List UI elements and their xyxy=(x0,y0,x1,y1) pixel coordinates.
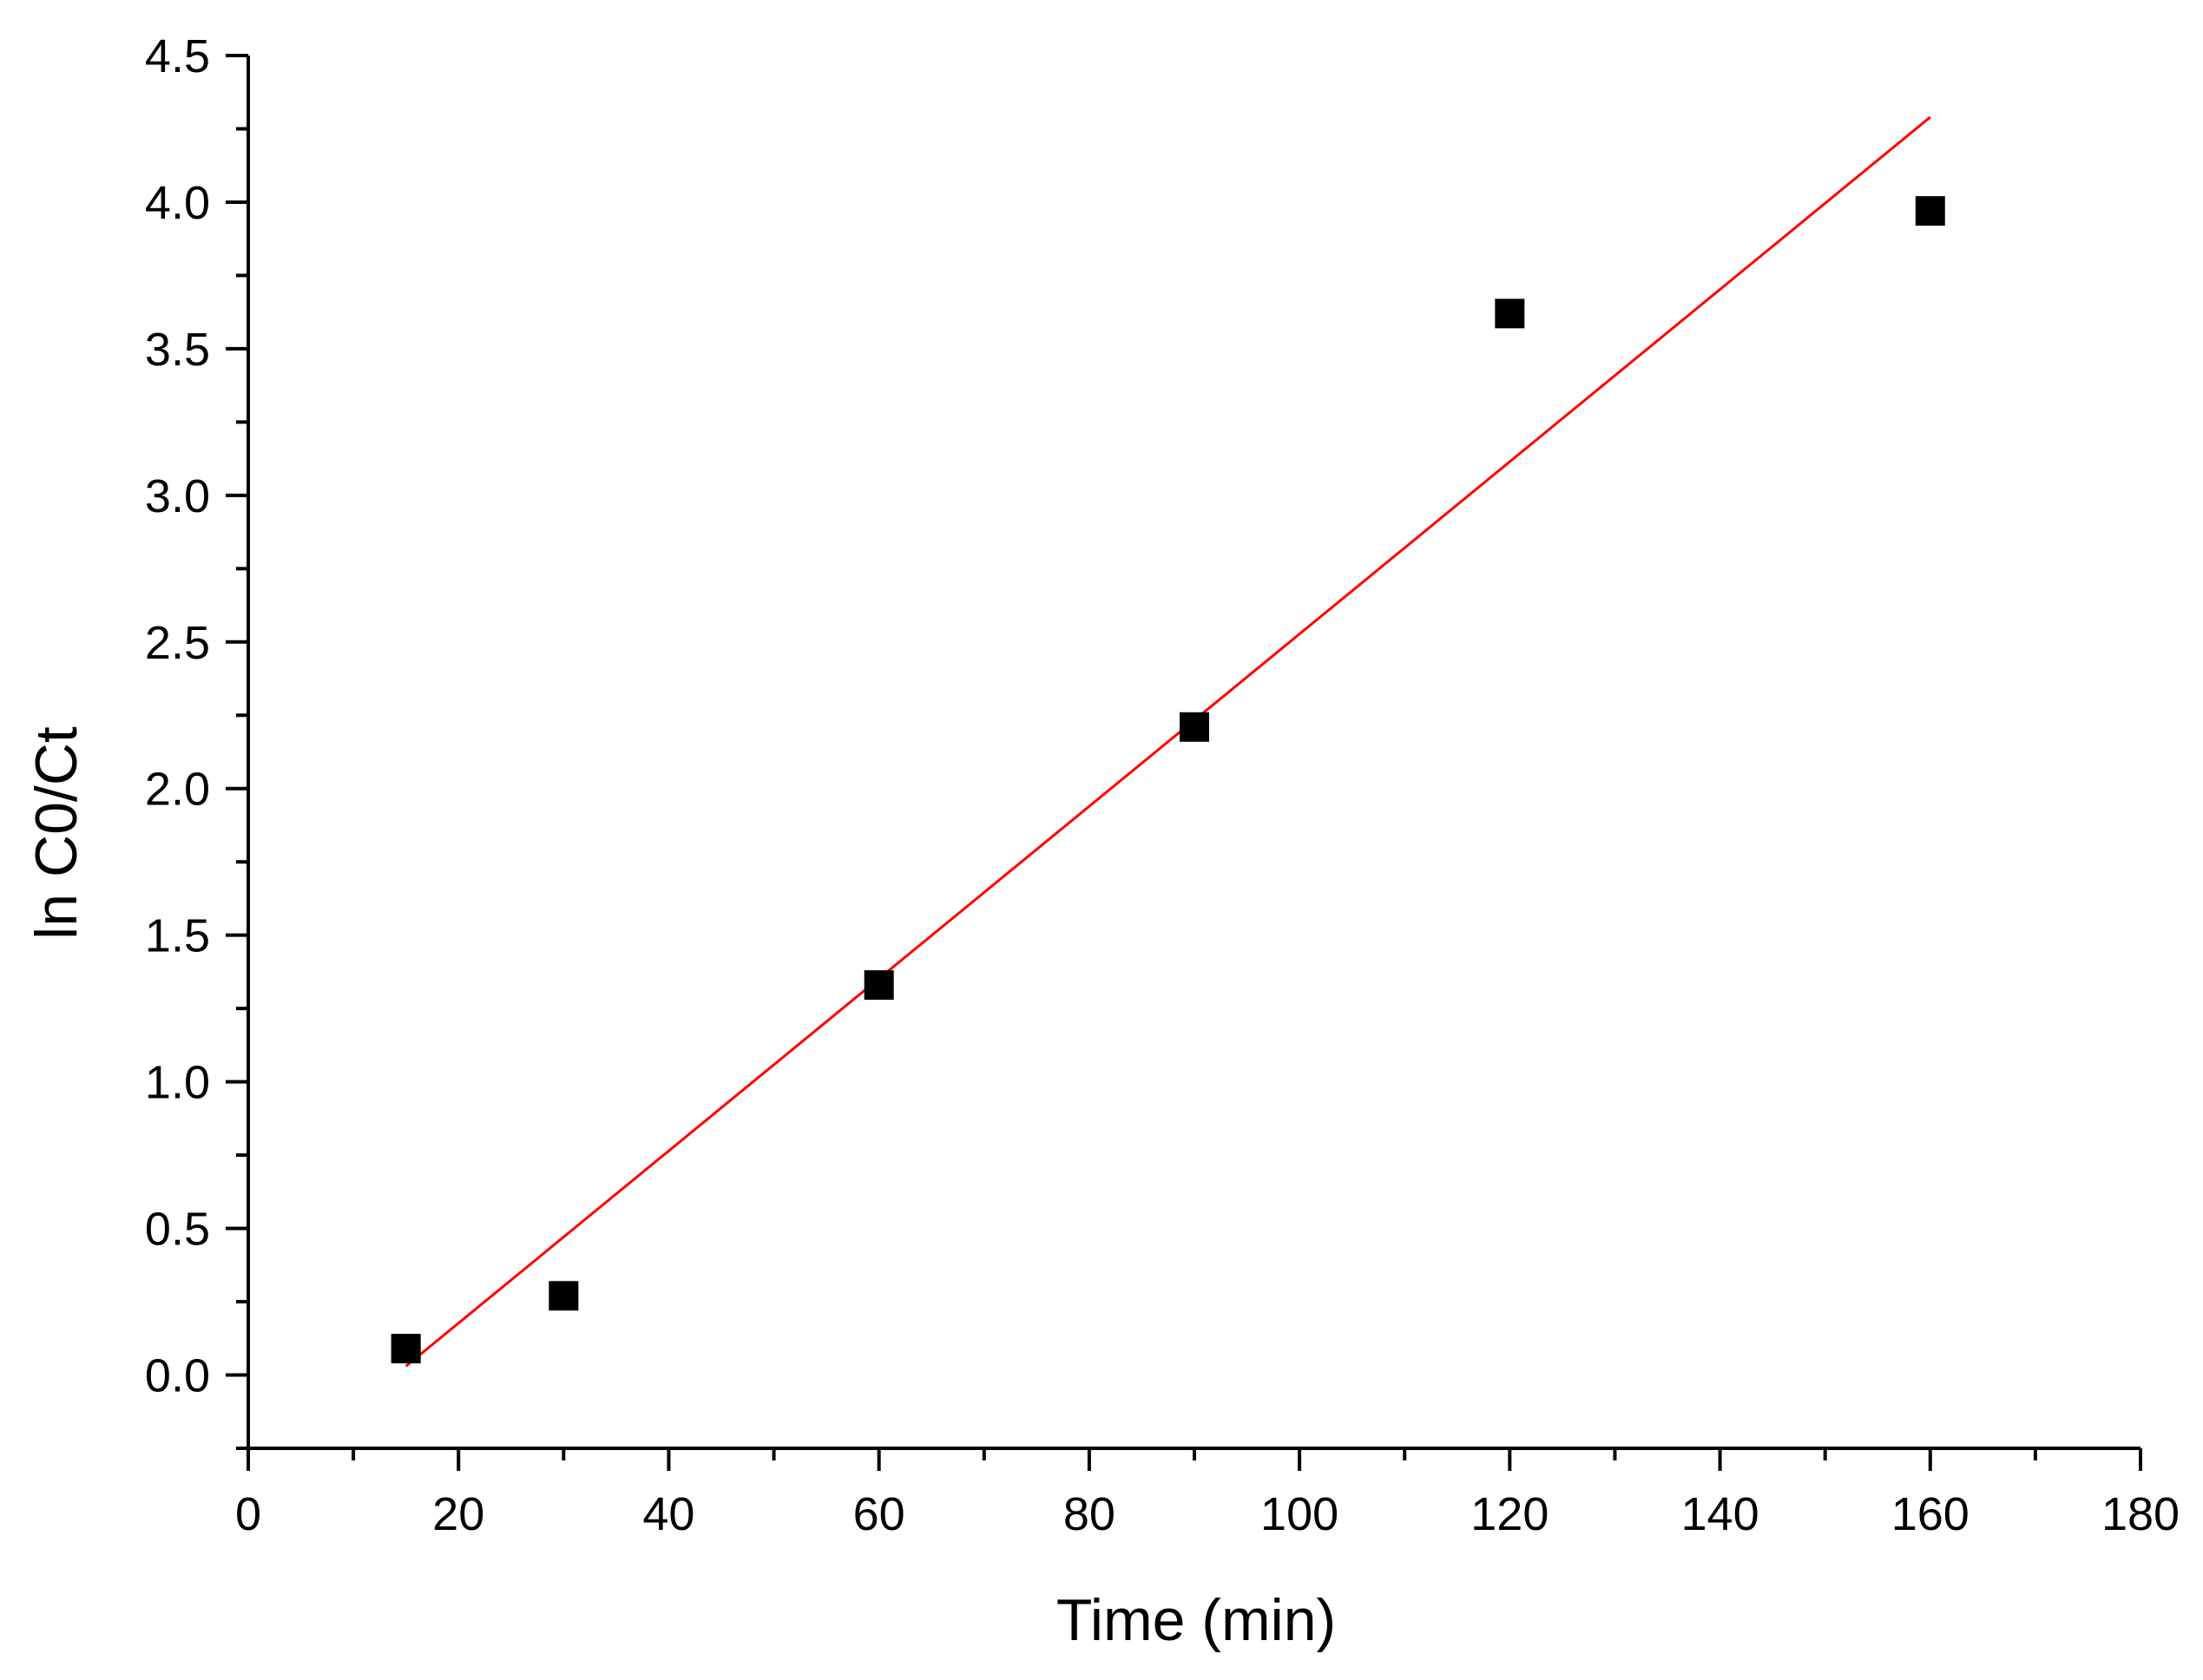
data-point-marker xyxy=(1915,196,1945,226)
y-tick-label: 2.0 xyxy=(145,764,210,816)
x-tick-label: 0 xyxy=(235,1488,261,1540)
x-tick-label: 180 xyxy=(2101,1488,2180,1540)
y-tick-label: 4.5 xyxy=(145,30,210,82)
x-axis-title: Time (min) xyxy=(1056,1587,1336,1653)
y-tick-label: 3.5 xyxy=(145,324,210,376)
y-tick-label: 4.0 xyxy=(145,177,210,229)
tick-labels: 0 20 40 60 80 100 120 140 160 180 0.0 0.5 1.0 1.5 2.0 2… xyxy=(145,30,2180,1540)
data-point-marker xyxy=(1180,712,1209,742)
y-tick-label: 3.0 xyxy=(145,470,210,522)
x-tick-label: 60 xyxy=(853,1488,905,1540)
y-tick-label: 2.5 xyxy=(145,617,210,669)
data-point-marker xyxy=(391,1334,421,1364)
x-tick-label: 160 xyxy=(1891,1488,1970,1540)
data-point-marker xyxy=(549,1281,579,1311)
y-axis-title: ln C0/Ct xyxy=(23,726,89,940)
x-tick-label: 140 xyxy=(1681,1488,1759,1540)
x-tick-label: 120 xyxy=(1470,1488,1549,1540)
y-tick-label: 1.0 xyxy=(145,1057,210,1109)
ticks xyxy=(226,54,2142,1471)
fit-line xyxy=(404,115,1931,1368)
y-tick-label: 0.5 xyxy=(145,1204,210,1256)
x-tick-label: 20 xyxy=(432,1488,484,1540)
x-tick-label: 100 xyxy=(1260,1488,1338,1540)
y-tick-label: 0.0 xyxy=(145,1350,210,1402)
axes xyxy=(247,56,2141,1450)
x-tick-label: 80 xyxy=(1063,1488,1115,1540)
data-point-marker xyxy=(1495,299,1525,329)
y-tick-label: 1.5 xyxy=(145,910,210,962)
plot-series xyxy=(391,115,1945,1368)
data-point-marker xyxy=(864,970,894,1001)
x-tick-label: 40 xyxy=(642,1488,694,1540)
